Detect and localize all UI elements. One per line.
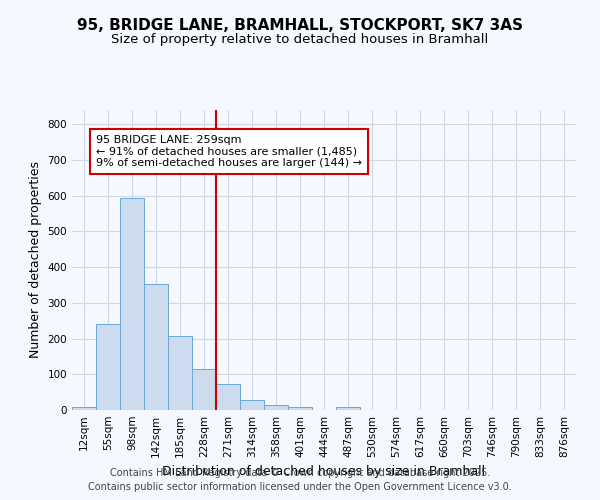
Bar [120, 198, 144, 410]
Text: Size of property relative to detached houses in Bramhall: Size of property relative to detached ho… [112, 32, 488, 46]
Y-axis label: Number of detached properties: Number of detached properties [29, 162, 42, 358]
Bar [336, 407, 360, 410]
Bar [240, 400, 264, 410]
Bar [72, 407, 96, 410]
Text: 95, BRIDGE LANE, BRAMHALL, STOCKPORT, SK7 3AS: 95, BRIDGE LANE, BRAMHALL, STOCKPORT, SK… [77, 18, 523, 32]
Bar [264, 406, 288, 410]
X-axis label: Distribution of detached houses by size in Bramhall: Distribution of detached houses by size … [163, 466, 485, 478]
Text: Contains HM Land Registry data © Crown copyright and database right 2025.: Contains HM Land Registry data © Crown c… [110, 468, 490, 477]
Bar [144, 284, 168, 410]
Bar [168, 336, 192, 410]
Bar [288, 407, 312, 410]
Bar [96, 324, 120, 410]
Text: 95 BRIDGE LANE: 259sqm
← 91% of detached houses are smaller (1,485)
9% of semi-d: 95 BRIDGE LANE: 259sqm ← 91% of detached… [96, 135, 362, 168]
Bar [192, 368, 216, 410]
Text: Contains public sector information licensed under the Open Government Licence v3: Contains public sector information licen… [88, 482, 512, 492]
Bar [216, 384, 240, 410]
